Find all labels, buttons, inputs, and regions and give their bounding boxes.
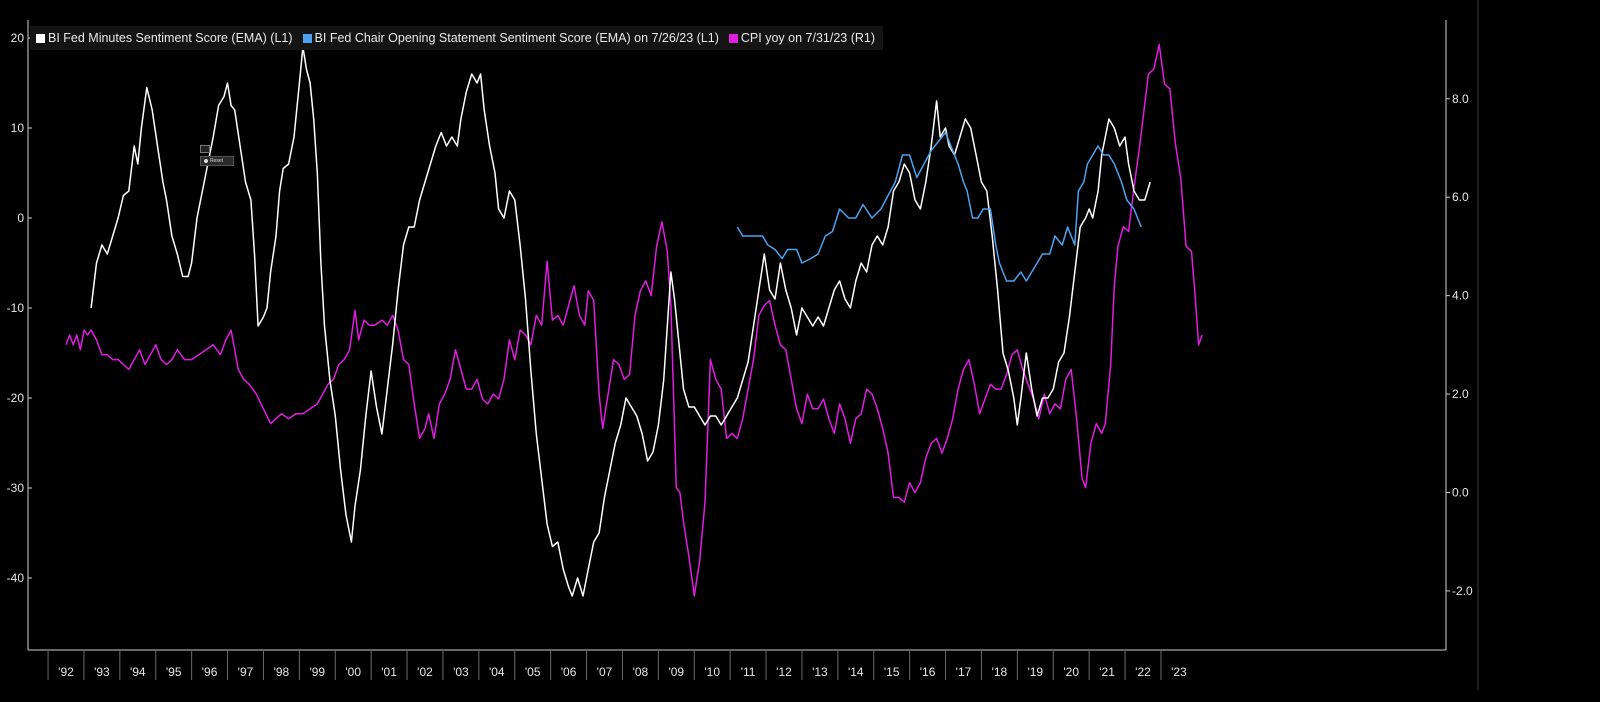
reset-icon (204, 159, 208, 163)
zoom-control: Reset (200, 145, 236, 167)
left-tick-label: 20 (11, 31, 25, 45)
right-tick-label: 2.0 (1452, 387, 1469, 401)
x-tick-label: '10 (704, 665, 720, 679)
x-tick-label: '16 (920, 665, 936, 679)
legend-label-fed-chair: BI Fed Chair Opening Statement Sentiment… (314, 31, 719, 45)
x-tick-label: '03 (453, 665, 469, 679)
x-tick-label: '04 (489, 665, 505, 679)
x-tick-label: '05 (525, 665, 541, 679)
legend-swatch-cpi (728, 33, 738, 43)
left-tick-label: -40 (7, 571, 25, 585)
reset-button[interactable]: Reset (200, 156, 234, 166)
legend-swatch-fed-chair (302, 33, 312, 43)
series-line-0 (90, 46, 1151, 597)
x-tick-label: '13 (812, 665, 828, 679)
x-tick-label: '14 (848, 665, 864, 679)
right-tick-label: 8.0 (1452, 92, 1469, 106)
legend-item-cpi[interactable]: CPI yoy on 7/31/23 (R1) (728, 31, 876, 45)
left-tick-label: 0 (17, 211, 24, 225)
x-tick-label: '22 (1135, 665, 1151, 679)
zoom-toggle-icon[interactable] (200, 145, 210, 153)
x-tick-label: '23 (1171, 665, 1187, 679)
x-tick-label: '19 (1027, 665, 1043, 679)
x-tick-label: '12 (776, 665, 792, 679)
left-tick-label: 10 (11, 121, 25, 135)
left-tick-label: -20 (7, 391, 25, 405)
x-tick-label: '96 (202, 665, 218, 679)
legend-swatch-fed-minutes (36, 33, 45, 43)
right-tick-label: 0.0 (1452, 486, 1469, 500)
right-tick-label: 6.0 (1452, 190, 1469, 204)
x-tick-label: '07 (597, 665, 613, 679)
x-tick-label: '92 (58, 665, 74, 679)
right-tick-label: 4.0 (1452, 289, 1469, 303)
legend-label-cpi: CPI yoy on 7/31/23 (R1) (740, 31, 876, 45)
x-tick-label: '01 (381, 665, 397, 679)
reset-label: Reset (210, 158, 224, 164)
x-tick-label: '95 (166, 665, 182, 679)
x-tick-label: '99 (309, 665, 325, 679)
left-tick-label: -10 (7, 301, 25, 315)
series-line-2 (65, 43, 1203, 597)
left-tick-label: -30 (7, 481, 25, 495)
x-tick-label: '09 (668, 665, 684, 679)
x-tick-label: '97 (238, 665, 254, 679)
x-tick-label: '06 (561, 665, 577, 679)
x-tick-label: '11 (741, 665, 756, 679)
x-tick-label: '93 (94, 665, 110, 679)
x-tick-label: '08 (633, 665, 649, 679)
right-tick-label: -2.0 (1452, 584, 1473, 598)
x-tick-label: '94 (130, 665, 146, 679)
legend-label-fed-minutes: BI Fed Minutes Sentiment Score (EMA) (L1… (48, 31, 293, 45)
x-tick-label: '21 (1099, 665, 1115, 679)
legend-item-fed-minutes[interactable]: BI Fed Minutes Sentiment Score (EMA) (L1… (36, 31, 293, 45)
x-tick-label: '20 (1063, 665, 1079, 679)
legend-item-fed-chair[interactable]: BI Fed Chair Opening Statement Sentiment… (302, 31, 719, 45)
chart-legend: BI Fed Minutes Sentiment Score (EMA) (L1… (30, 26, 884, 50)
x-tick-label: '18 (992, 665, 1008, 679)
series-line-1 (736, 131, 1142, 282)
x-tick-label: '98 (274, 665, 290, 679)
x-tick-label: '15 (884, 665, 900, 679)
x-tick-label: '00 (345, 665, 361, 679)
x-tick-label: '02 (417, 665, 433, 679)
x-tick-label: '17 (956, 665, 972, 679)
